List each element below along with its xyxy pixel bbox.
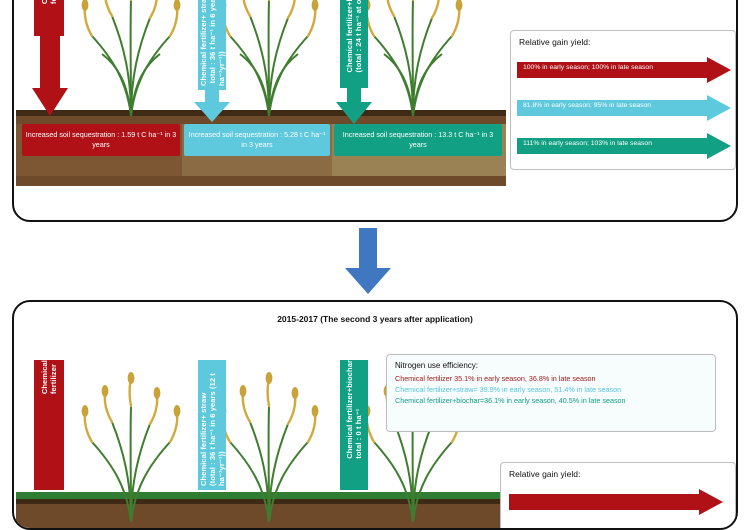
soil-sequestration-box-straw: Increased soil sequestration : 5.28 t C … xyxy=(184,124,330,156)
soil-surface-line xyxy=(16,110,506,118)
nue-line-straw: Chemical fertilizer+straw= 39.9% in earl… xyxy=(395,385,622,394)
rice-plant-3 xyxy=(354,0,472,116)
relative-gain-yield-box-bottom: Relative gain yield: xyxy=(500,462,736,528)
gain-arrow-bottom-red xyxy=(509,489,723,515)
treatment-label-chemical-fertilizer-biochar: Chemical fertilizer+biochar (total : 24 … xyxy=(340,0,368,88)
relative-gain-yield-title: Relative gain yield: xyxy=(519,37,591,47)
soil-arrow-chemical-fertilizer xyxy=(32,30,68,121)
gain-row-biochar: 111% in early season; 103% in late seaso… xyxy=(517,133,731,159)
relative-gain-yield-box-top: Relative gain yield: 100% in early seaso… xyxy=(510,30,736,170)
gain-row-chemical-fertilizer: 100% in early season; 100% in late seaso… xyxy=(517,57,731,83)
treatment-label-text: Chemical fertilizer+ straw (total : 36 t… xyxy=(198,0,226,86)
treatment-label-text: Chemical fertilizer xyxy=(40,360,58,395)
treatment-label-text: Chemical fertilizer+biochar total : 0 t … xyxy=(345,360,363,459)
soil-sequestration-box-biochar: Increased soil sequestration : 13.3 t C … xyxy=(334,124,502,156)
treatment-label-text: Chemical fertilizer xyxy=(40,0,58,8)
soil-arrow-chemical-fertilizer-straw xyxy=(194,84,230,127)
bottom-panel-caption: 2015-2017 (The second 3 years after appl… xyxy=(277,314,473,324)
connector-down-arrow-icon xyxy=(345,228,391,294)
nitrogen-use-efficiency-box: Nitrogen use efficiency: Chemical fertil… xyxy=(386,354,716,432)
soil-arrow-chemical-fertilizer-biochar xyxy=(336,82,372,129)
soil-sequestration-box-chemical-fertilizer: Increased soil sequestration : 1.59 t C … xyxy=(22,124,180,156)
rice-plant-1 xyxy=(72,0,190,116)
top-panel: Chemical fertilizer Increased soil seque… xyxy=(12,0,738,222)
gain-label-text: 111% in early season; 103% in late seaso… xyxy=(523,140,652,147)
bottom-treatment-label-chemical-fertilizer-straw: Chemical fertilizer+ straw (total : 36 t… xyxy=(198,360,226,490)
nue-title: Nitrogen use efficiency: xyxy=(395,361,479,370)
nue-line-biochar: Chemical fertilizer+biochar=36.1% in ear… xyxy=(395,396,626,405)
gain-label-text: 100% in early season; 100% in late seaso… xyxy=(523,64,653,71)
grass-line-bottom xyxy=(16,492,736,502)
treatment-label-text: Chemical fertilizer+biochar (total : 24 … xyxy=(345,0,363,73)
relative-gain-yield-title-bottom: Relative gain yield: xyxy=(509,469,581,479)
bottom-panel: 2015-2017 (The second 3 years after appl… xyxy=(12,300,738,530)
bottom-treatment-label-chemical-fertilizer: Chemical fertilizer xyxy=(34,360,64,490)
bottom-treatment-label-chemical-fertilizer-biochar: Chemical fertilizer+biochar total : 0 t … xyxy=(340,360,368,490)
gain-row-straw: 81.8% in early season; 95% in late seaso… xyxy=(517,95,731,121)
treatment-label-text: Chemical fertilizer+ straw (total : 36 t… xyxy=(198,373,226,486)
nue-line-chemical-fertilizer: Chemical fertilizer 35.1% in early seaso… xyxy=(395,374,596,383)
treatment-label-chemical-fertilizer-straw: Chemical fertilizer+ straw (total : 36 t… xyxy=(198,0,226,90)
gain-label-text: 81.8% in early season; 95% in late seaso… xyxy=(523,102,652,109)
